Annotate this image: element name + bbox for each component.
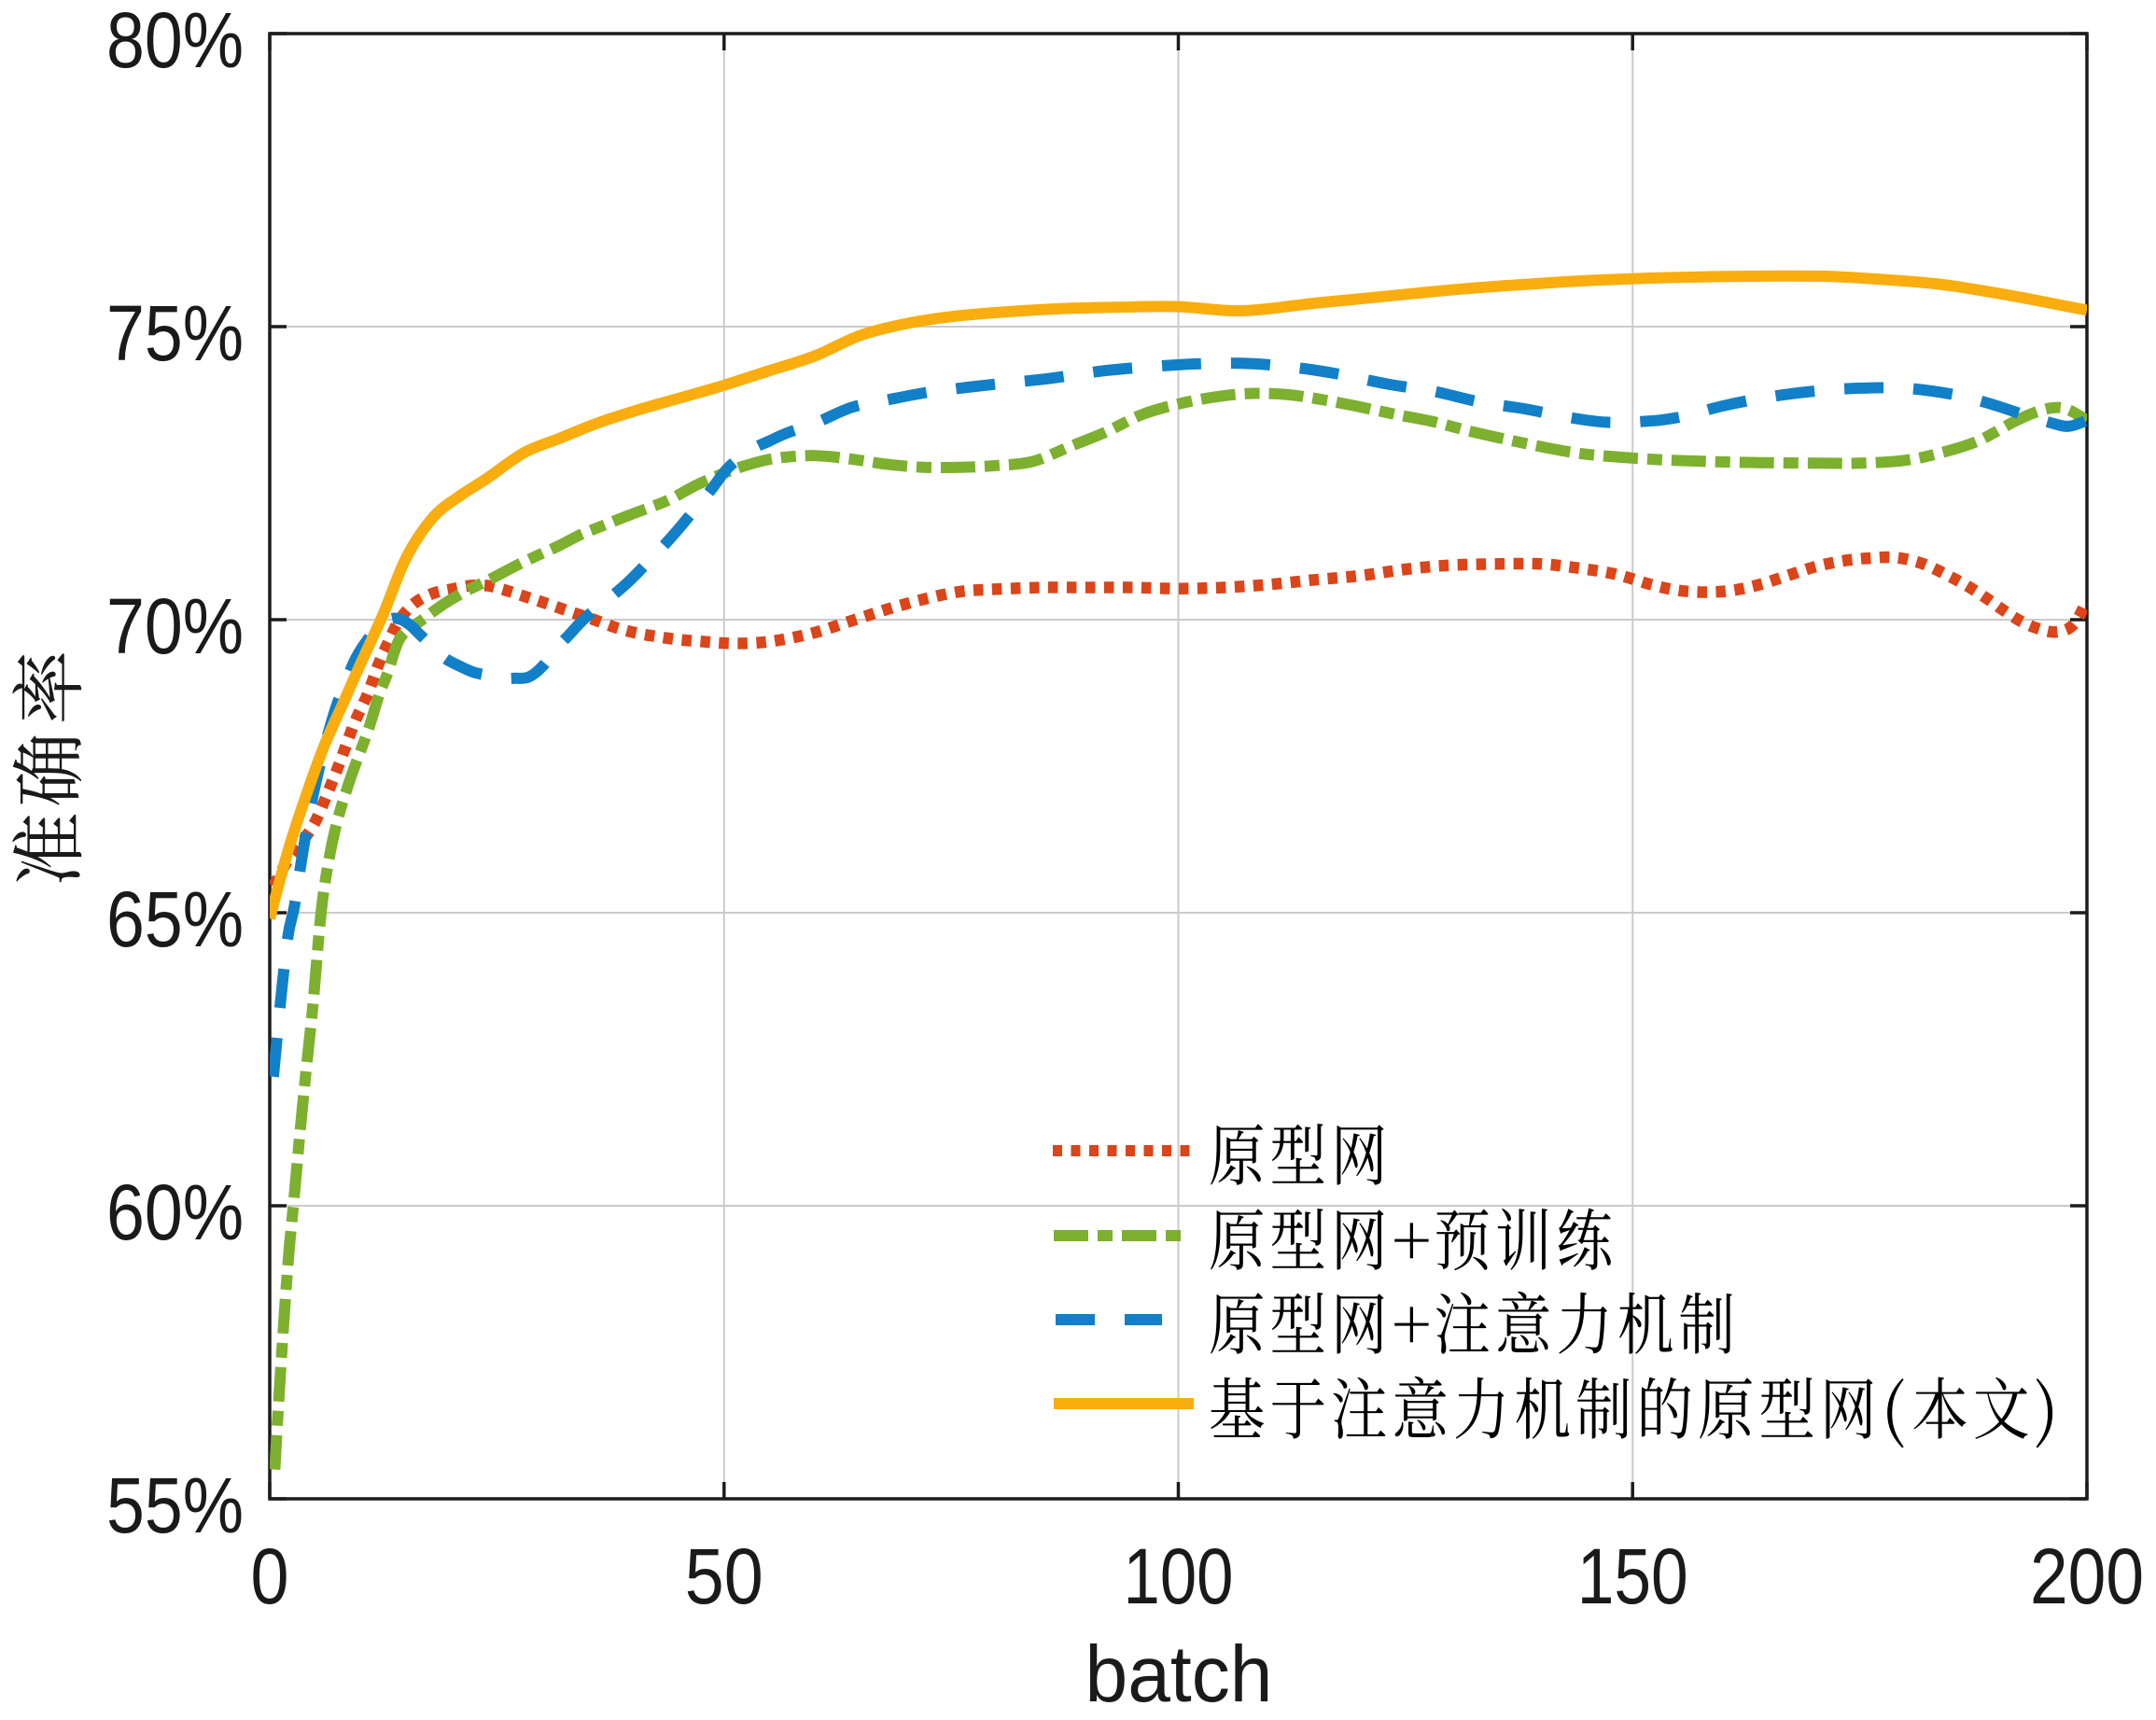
svg-text:150: 150 <box>1577 1532 1688 1620</box>
svg-text:60%: 60% <box>106 1168 244 1256</box>
svg-text:50: 50 <box>685 1532 763 1620</box>
svg-text:70%: 70% <box>106 582 244 670</box>
svg-text:0: 0 <box>251 1532 289 1620</box>
svg-text:75%: 75% <box>106 289 244 377</box>
svg-text:batch: batch <box>1085 1630 1273 1719</box>
svg-text:80%: 80% <box>106 0 244 84</box>
svg-text:55%: 55% <box>106 1461 244 1549</box>
svg-text:200: 200 <box>2030 1532 2144 1620</box>
svg-text:65%: 65% <box>106 875 244 963</box>
svg-text:100: 100 <box>1124 1532 1234 1620</box>
